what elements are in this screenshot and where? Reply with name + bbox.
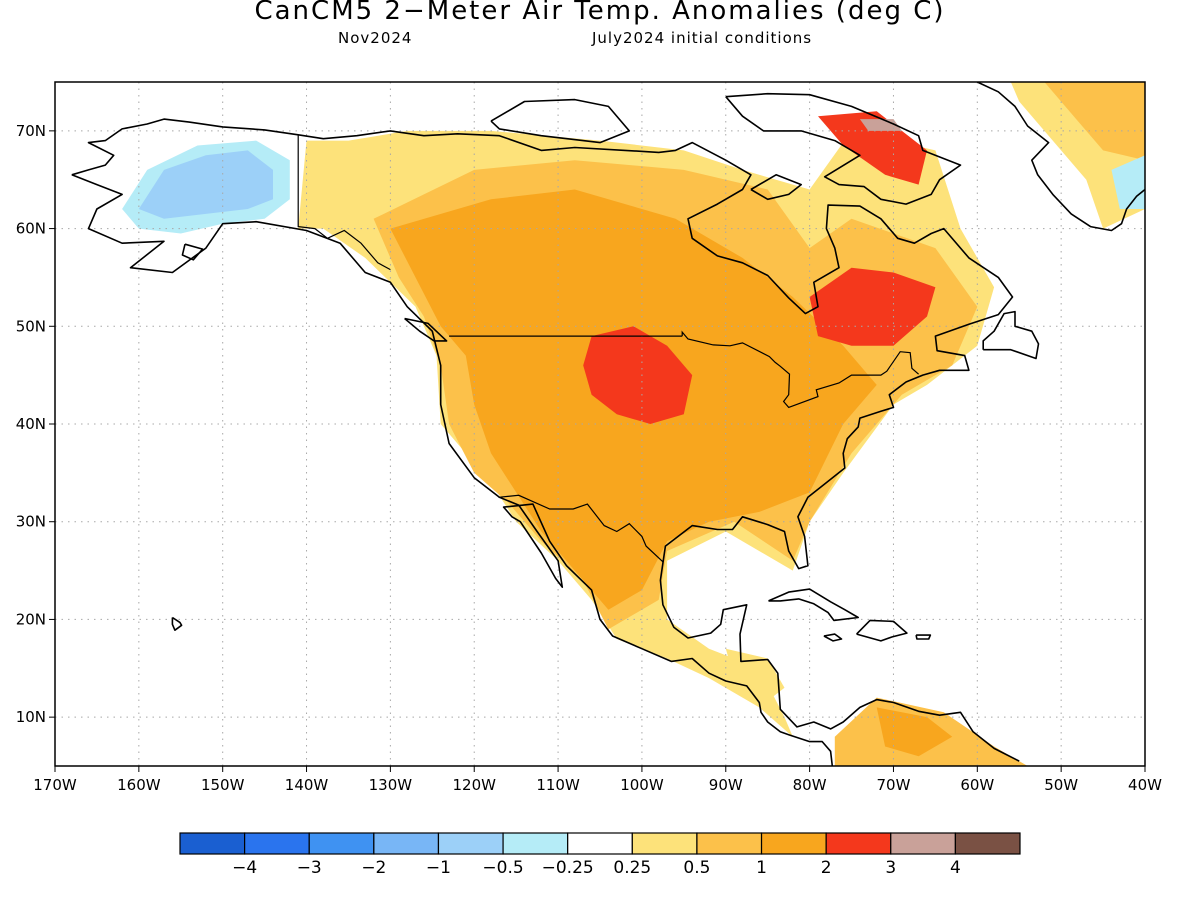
lat-tick-label-1: 20N (16, 610, 46, 628)
coastline-4 (856, 619, 908, 642)
legend-swatch-5 (502, 832, 569, 855)
coastline-5 (823, 633, 843, 642)
lon-tick-label-1: 160W (117, 776, 161, 794)
legend-swatch-8 (696, 832, 763, 855)
lon-tick-label-3: 140W (285, 776, 329, 794)
anomaly-region-6 (809, 267, 936, 346)
lat-tick-label-6: 70N (16, 122, 46, 140)
coastline-11 (976, 82, 1145, 232)
coastline-6 (915, 634, 932, 640)
coastline-2 (982, 310, 1040, 360)
legend-label-0: −4 (232, 858, 257, 878)
legend-swatch-10 (825, 832, 892, 855)
coastline-0 (71, 174, 834, 766)
legend-label-8: 1 (756, 858, 767, 878)
lat-tick-label-4: 50N (16, 317, 46, 335)
legend-label-2: −2 (361, 858, 386, 878)
coastline-10 (750, 174, 803, 201)
legend-label-11: 4 (950, 858, 961, 878)
legend-swatch-6 (567, 832, 633, 855)
political-borders (297, 134, 919, 563)
lon-tick-label-13: 40W (1128, 776, 1162, 794)
coastline-12 (404, 317, 448, 342)
lat-tick-label-3: 40N (16, 415, 46, 433)
legend-label-4: −0.5 (482, 858, 523, 878)
map-title: CanCM5 2−Meter Air Temp. Anomalies (deg … (254, 0, 946, 26)
anomaly-region-5 (583, 326, 693, 424)
legend-label-6: 0.25 (613, 858, 651, 878)
lon-tick-label-10: 70W (877, 776, 911, 794)
border-1 (681, 330, 919, 409)
legend-swatch-3 (373, 832, 440, 855)
initial-conditions-label: July2024 initial conditions (592, 29, 813, 47)
coastline-3 (768, 588, 860, 622)
coastline-9 (725, 92, 962, 205)
latitude-axis: 10N 20N 30N 40N 50N 60N 70N (16, 122, 55, 726)
legend-label-3: −1 (426, 858, 451, 878)
lon-tick-label-6: 110W (536, 776, 580, 794)
border-2 (297, 134, 391, 271)
legend-swatch-2 (308, 832, 375, 855)
legend-swatch-11 (890, 832, 956, 855)
lon-tick-label-12: 50W (1044, 776, 1078, 794)
coastline-8 (490, 98, 631, 144)
legend-swatch-12 (954, 832, 1021, 855)
lon-tick-label-11: 60W (960, 776, 994, 794)
lat-tick-label-0: 10N (16, 708, 46, 726)
coastlines (71, 82, 1145, 766)
valid-month-label: Nov2024 (338, 29, 413, 47)
anomaly-shading (122, 82, 1145, 766)
lon-tick-label-2: 150W (201, 776, 245, 794)
lon-tick-label-0: 170W (33, 776, 77, 794)
legend-label-5: −0.25 (542, 858, 594, 878)
legend-label-10: 3 (885, 858, 896, 878)
coastline-13 (181, 243, 204, 261)
lon-tick-label-5: 120W (452, 776, 496, 794)
legend-label-1: −3 (297, 858, 322, 878)
lat-tick-label-5: 60N (16, 220, 46, 238)
coastline-7 (171, 616, 183, 632)
longitude-axis: 170W 160W 150W 140W 130W 120W 110W 100W 90W 80W 70… (33, 766, 1162, 794)
lon-tick-label-8: 90W (709, 776, 743, 794)
border-3 (498, 494, 664, 563)
lon-tick-label-7: 100W (620, 776, 664, 794)
anomaly-region-13 (876, 707, 953, 757)
legend-label-7: 0.5 (683, 858, 710, 878)
anomaly-region-1 (138, 150, 273, 219)
anomaly-region-8 (859, 119, 902, 131)
legend-swatch-7 (631, 832, 698, 855)
lat-tick-label-2: 30N (16, 513, 46, 531)
legend-label-9: 2 (821, 858, 832, 878)
legend-swatch-0 (179, 832, 246, 855)
color-legend: −4 −3 −2 −1 −0.5 −0.25 0.25 0.5 1 2 3 4 (179, 832, 1021, 878)
lon-tick-label-4: 130W (369, 776, 413, 794)
legend-swatch-4 (437, 832, 504, 855)
legend-swatch-9 (760, 832, 827, 855)
legend-swatch-1 (244, 832, 310, 855)
lon-tick-label-9: 80W (793, 776, 827, 794)
anomaly-region-10 (1044, 82, 1145, 161)
coastline-1 (71, 118, 1020, 762)
